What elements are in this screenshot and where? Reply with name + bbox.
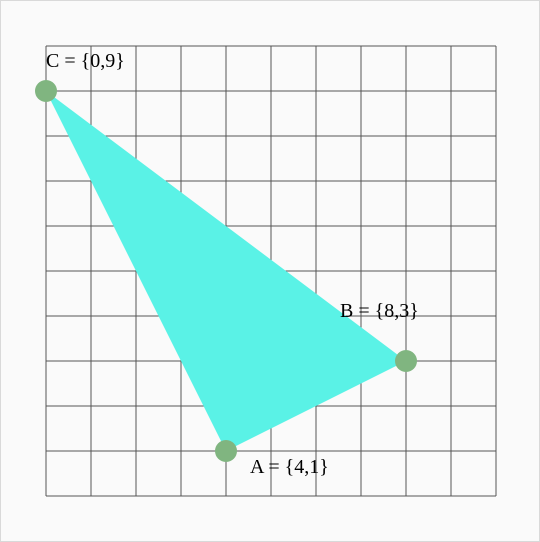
vertex-labels: A = {4,1} B = {8,3} C = {0,9} [46,50,419,478]
vertex-label-c: C = {0,9} [46,50,125,72]
triangle-abc [46,91,406,451]
vertex-b [395,350,417,372]
vertex-label-a: A = {4,1} [250,456,329,478]
vertex-c [35,80,57,102]
vertex-a [215,440,237,462]
vertex-label-b: B = {8,3} [340,300,419,322]
vertices [35,80,417,462]
